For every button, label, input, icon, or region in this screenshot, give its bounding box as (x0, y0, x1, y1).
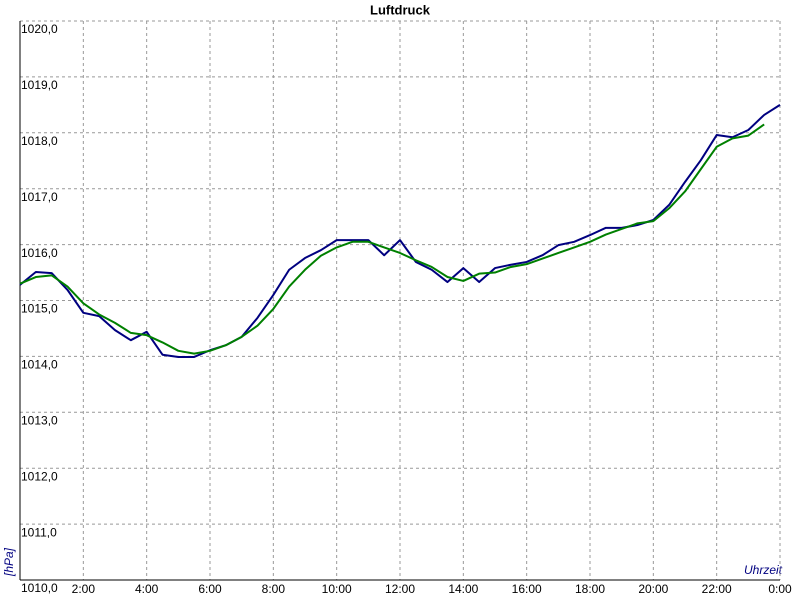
data-line (19, 123, 765, 355)
y-tick-label: 1013,0 (21, 413, 58, 427)
chart-title: Luftdruck (370, 2, 431, 17)
x-tick-label: 0:00 (768, 582, 792, 596)
y-tick-label: 1018,0 (21, 134, 58, 148)
y-axis-label: [hPa] (2, 547, 16, 577)
x-tick-label: 6:00 (198, 582, 222, 596)
y-tick-label: 1020,0 (21, 22, 58, 36)
x-tick-label: 18:00 (575, 582, 605, 596)
y-tick-label: 1011,0 (21, 525, 57, 539)
x-axis-label: Uhrzeit (744, 563, 783, 577)
x-tick-label: 2:00 (72, 582, 96, 596)
y-tick-label: 1012,0 (21, 469, 58, 483)
x-tick-label: 14:00 (448, 582, 478, 596)
x-tick-label: 22:00 (702, 582, 732, 596)
x-tick-label: 16:00 (512, 582, 542, 596)
x-tick-label: 20:00 (638, 582, 668, 596)
x-tick-label: 4:00 (135, 582, 159, 596)
y-tick-label: 1014,0 (21, 358, 58, 372)
y-tick-label: 1010,0 (21, 581, 58, 595)
x-tick-label: 8:00 (262, 582, 286, 596)
y-tick-label: 1016,0 (21, 246, 58, 260)
y-tick-label: 1015,0 (21, 302, 58, 316)
y-tick-label: 1019,0 (21, 78, 58, 92)
y-tick-label: 1017,0 (21, 190, 58, 204)
x-tick-label: 10:00 (322, 582, 352, 596)
x-tick-label: 12:00 (385, 582, 415, 596)
